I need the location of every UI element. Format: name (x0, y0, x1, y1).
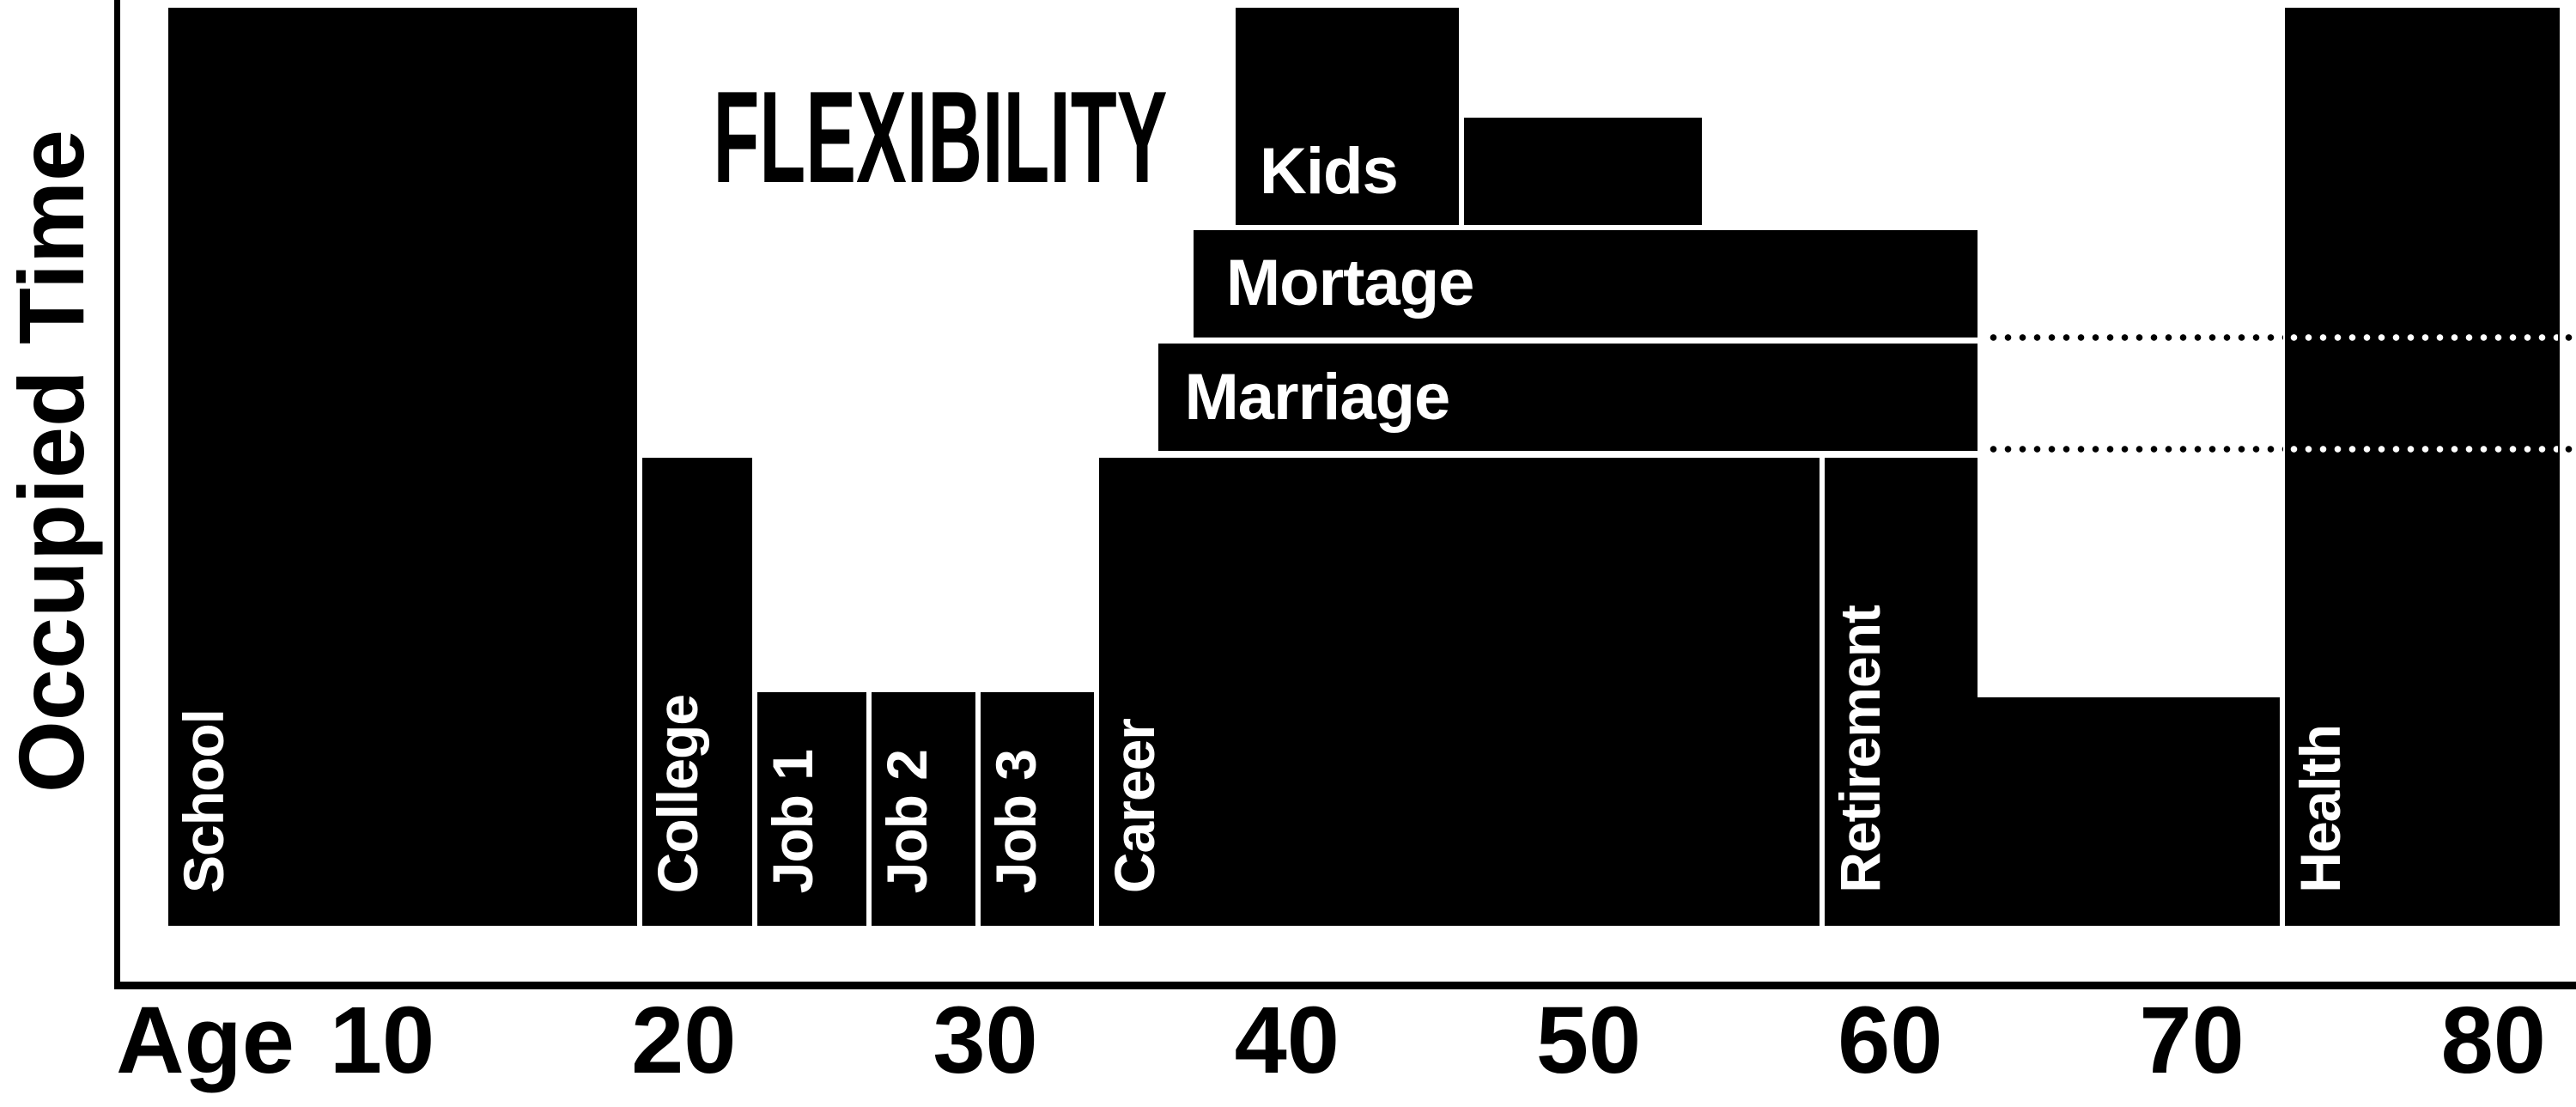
x-axis-line (114, 982, 2576, 989)
x-tick-70: 70 (2139, 988, 2245, 1093)
bar-kids-late (1464, 118, 1702, 226)
x-tick-60: 60 (1838, 988, 1943, 1093)
y-axis-line (114, 0, 120, 989)
x-axis-age-prefix: Age (116, 988, 295, 1093)
bar-job-2 (872, 692, 975, 926)
dotted-line-1-seg-3 (2561, 333, 2576, 341)
bar-school (167, 8, 638, 926)
x-tick-80: 80 (2440, 988, 2546, 1093)
dotted-line-2-seg-2 (2286, 446, 2559, 453)
bar-retirement (1825, 457, 1978, 926)
bar-college (642, 457, 752, 926)
x-tick-10: 10 (329, 988, 435, 1093)
bar-health (2284, 8, 2561, 926)
bar-label-job-1: Job 1 (760, 749, 824, 893)
bar-label-career: Career (1103, 718, 1167, 893)
bar-post-retirement (1978, 696, 2280, 926)
bar-label-kids-early: Kids (1260, 135, 1399, 209)
bar-kids-early (1236, 8, 1460, 226)
bar-label-retirement: Retirement (1828, 605, 1893, 893)
bar-label-mortage: Mortage (1225, 246, 1475, 320)
bar-label-job-3: Job 3 (983, 749, 1048, 893)
bar-marriage (1158, 344, 1978, 451)
chart-title: FLEXIBILITY (713, 64, 1168, 210)
dotted-line-2-seg-3 (2561, 446, 2576, 453)
bar-label-job-2: Job 2 (875, 749, 939, 893)
x-tick-20: 20 (631, 988, 737, 1093)
dotted-line-1-seg-2 (2286, 333, 2559, 341)
bar-job-1 (756, 692, 867, 926)
dotted-line-1-seg-1 (1986, 333, 2283, 341)
bar-label-college: College (646, 694, 710, 893)
bar-mortage (1193, 229, 1978, 338)
dotted-line-2-seg-1 (1986, 446, 2283, 453)
x-tick-50: 50 (1535, 988, 1642, 1093)
y-axis-label: Occupied Time (0, 129, 103, 794)
x-tick-40: 40 (1234, 988, 1340, 1093)
bar-label-health: Health (2287, 725, 2352, 893)
bar-job-3 (980, 692, 1095, 926)
x-tick-30: 30 (933, 988, 1038, 1093)
bar-career (1099, 457, 1820, 926)
bar-label-marriage: Marriage (1184, 360, 1450, 434)
bar-label-school: School (171, 709, 235, 893)
